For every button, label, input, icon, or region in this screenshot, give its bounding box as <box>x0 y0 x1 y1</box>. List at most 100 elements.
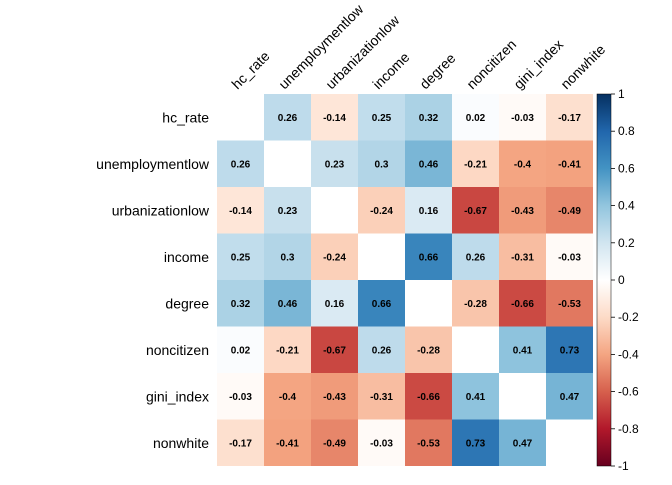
cell-value-label: -0.4 <box>514 159 532 170</box>
heatmap-cell <box>311 140 358 187</box>
heatmap-cell <box>546 94 593 141</box>
cell-value-label: 0.73 <box>560 345 580 356</box>
heatmap-cell <box>311 326 358 373</box>
colorbar-tick-label: 0.4 <box>618 199 635 213</box>
heatmap-cell <box>264 419 311 466</box>
cell-value-label: 0.26 <box>278 113 298 124</box>
row-label: hc_rate <box>162 109 209 125</box>
cell-value-label: 0.46 <box>278 299 298 310</box>
heatmap-cell <box>217 419 264 466</box>
cell-value-label: 0.3 <box>375 159 389 170</box>
heatmap-cell <box>452 373 499 420</box>
cell-value-label: 0.26 <box>231 159 251 170</box>
cell-value-label: -0.31 <box>370 392 393 403</box>
heatmap-cell <box>311 94 358 141</box>
cell-value-label: 0.66 <box>372 299 392 310</box>
heatmap-cell <box>405 187 452 234</box>
row-label: gini_index <box>146 388 209 404</box>
heatmap-cell <box>264 187 311 234</box>
heatmap-cell <box>358 373 405 420</box>
column-label: noncitizen <box>463 36 519 92</box>
cell-value-label: 0.41 <box>466 392 486 403</box>
cell-value-label: -0.28 <box>464 299 487 310</box>
cell-value-label: 0.73 <box>466 438 486 449</box>
cell-value-label: 0.47 <box>560 392 580 403</box>
row-label: noncitizen <box>146 342 209 358</box>
cell-value-label: 0.3 <box>281 252 295 263</box>
cell-value-label: -0.17 <box>558 113 581 124</box>
heatmap-cell <box>358 94 405 141</box>
heatmap-cell <box>546 187 593 234</box>
colorbar-tick-label: 0 <box>618 273 625 287</box>
heatmap-cell <box>264 94 311 141</box>
cell-value-label: -0.53 <box>558 299 581 310</box>
heatmap-cell <box>217 233 264 280</box>
heatmap-cell <box>405 419 452 466</box>
heatmap-cell <box>499 140 546 187</box>
cell-value-label: -0.03 <box>229 392 252 403</box>
colorbar-tick-label: -0.8 <box>618 422 639 436</box>
heatmap-cell <box>358 140 405 187</box>
heatmap-cell <box>452 280 499 327</box>
row-label: nonwhite <box>153 435 209 451</box>
cell-value-label: -0.43 <box>323 392 346 403</box>
cell-value-label: 0.16 <box>419 206 439 217</box>
heatmap-cell <box>499 419 546 466</box>
cell-value-label: 0.47 <box>513 438 533 449</box>
heatmap-cell <box>264 233 311 280</box>
heatmap-cell <box>217 187 264 234</box>
cell-value-label: -0.14 <box>229 206 252 217</box>
cell-value-label: 0.26 <box>372 345 392 356</box>
heatmap-cell <box>499 94 546 141</box>
cell-value-label: 0.16 <box>325 299 345 310</box>
heatmap-cell <box>546 233 593 280</box>
cell-value-label: 0.32 <box>231 299 251 310</box>
cell-value-label: -0.53 <box>417 438 440 449</box>
cell-value-label: -0.21 <box>464 159 487 170</box>
heatmap-cell <box>546 140 593 187</box>
heatmap-cell <box>358 326 405 373</box>
heatmap-cell <box>358 419 405 466</box>
cell-value-label: -0.03 <box>370 438 393 449</box>
cell-value-label: 0.26 <box>466 252 486 263</box>
heatmap-cell <box>452 140 499 187</box>
cell-value-label: -0.49 <box>323 438 346 449</box>
colorbar-tick-label: 0.8 <box>618 124 635 138</box>
heatmap-cell <box>499 233 546 280</box>
cell-value-label: -0.17 <box>229 438 252 449</box>
heatmap-cell <box>499 187 546 234</box>
heatmap-cell <box>405 233 452 280</box>
cell-value-label: -0.4 <box>279 392 297 403</box>
row-label: unemploymentlow <box>96 156 210 172</box>
cell-value-label: -0.03 <box>558 252 581 263</box>
heatmap-cell <box>405 140 452 187</box>
cell-value-label: -0.67 <box>323 345 346 356</box>
colorbar-tick-label: -0.6 <box>618 385 639 399</box>
heatmap-cell <box>452 94 499 141</box>
cell-value-label: -0.66 <box>511 299 534 310</box>
heatmap-cell <box>452 233 499 280</box>
cell-value-label: 0.66 <box>419 252 439 263</box>
heatmap-cell <box>311 373 358 420</box>
cell-value-label: 0.02 <box>466 113 486 124</box>
heatmap-cell <box>311 233 358 280</box>
heatmap-cell <box>452 187 499 234</box>
heatmap-cell <box>217 326 264 373</box>
column-label: degree <box>416 50 458 92</box>
column-label: unemploymentlow <box>275 0 367 92</box>
cell-value-label: 0.41 <box>513 345 533 356</box>
cell-value-label: -0.28 <box>417 345 440 356</box>
cell-value-label: -0.24 <box>323 252 346 263</box>
column-label: gini_index <box>510 36 566 92</box>
heatmap-cell <box>546 326 593 373</box>
colorbar-tick-label: 0.2 <box>618 236 635 250</box>
colorbar-tick-label: 0.6 <box>618 161 635 175</box>
heatmap-cell <box>358 187 405 234</box>
cell-value-label: -0.41 <box>558 159 581 170</box>
heatmap-cell <box>217 280 264 327</box>
heatmap-cell <box>264 326 311 373</box>
cell-value-label: -0.21 <box>276 345 299 356</box>
colorbar-tick-label: -1 <box>618 459 629 473</box>
heatmap-cell <box>358 280 405 327</box>
cell-value-label: -0.43 <box>511 206 534 217</box>
